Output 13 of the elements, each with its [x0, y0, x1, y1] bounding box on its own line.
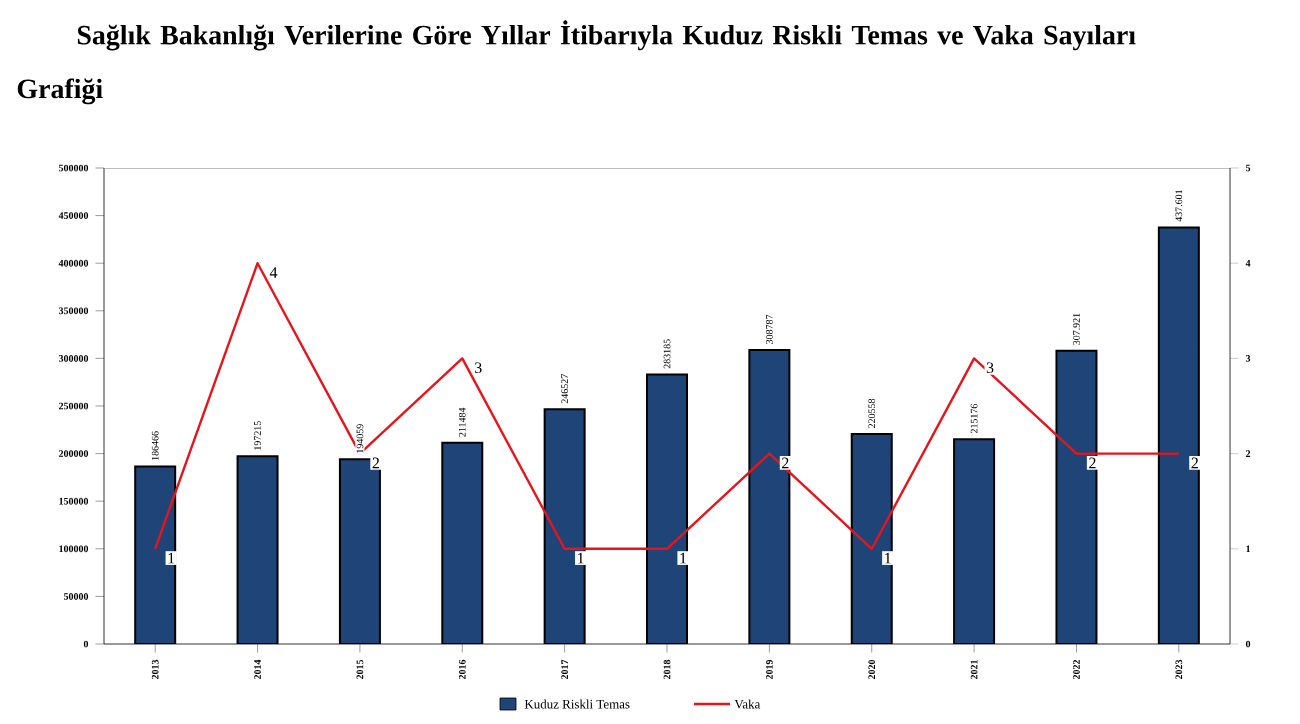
- line-series: [153, 262, 1181, 550]
- bar: [850, 433, 893, 644]
- bar: [543, 408, 586, 644]
- bar: [748, 349, 791, 644]
- bar: [953, 438, 996, 644]
- bar: [236, 455, 279, 644]
- bar: [441, 441, 484, 644]
- bar: [338, 458, 381, 644]
- bar: [134, 465, 177, 644]
- bar: [1055, 349, 1098, 644]
- bar: [1157, 226, 1200, 644]
- chart-title: Sağlık Bakanlığı Verilerine Göre Yıllar İtibarıyla Kuduz Riskli Temas ve Vaka Sayıları Grafiği: [17, 20, 1136, 105]
- bar: [646, 373, 689, 644]
